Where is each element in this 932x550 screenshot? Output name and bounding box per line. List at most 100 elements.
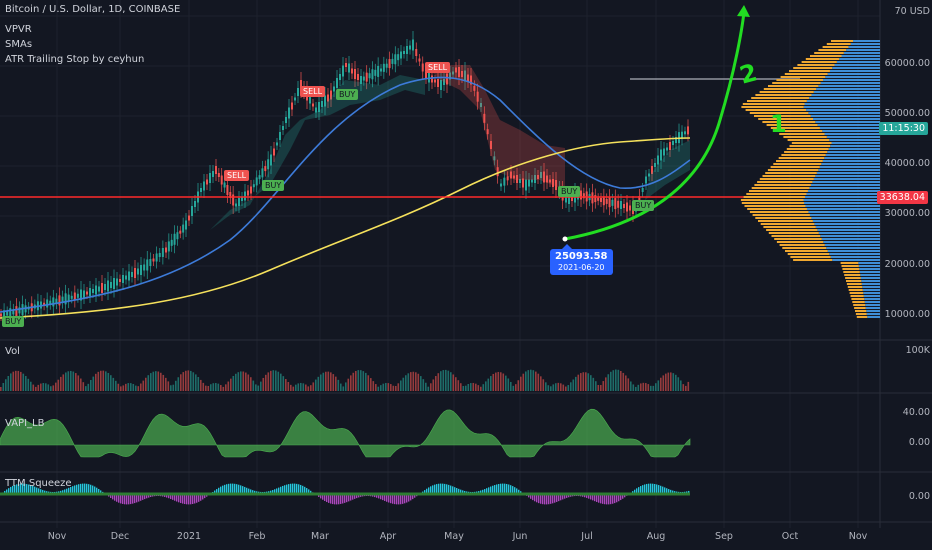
volume-bar (640, 383, 642, 391)
ttm-bar (90, 484, 92, 494)
ttm-bar (546, 494, 548, 505)
ttm-bar (92, 485, 94, 494)
volume-bar (182, 372, 185, 391)
ttm-bar (492, 485, 494, 494)
volume-bar (155, 371, 157, 391)
vpvr-bar (784, 151, 828, 153)
indicator-atr[interactable]: ATR Trailing Stop by ceyhun (5, 54, 145, 65)
candle-body (440, 80, 442, 90)
candle-body (182, 224, 185, 233)
candle-body (368, 73, 371, 79)
candle-body (503, 177, 506, 186)
candle-body (61, 296, 64, 303)
volume-bar (490, 376, 492, 391)
volume-bar (42, 383, 45, 391)
vpvr-bar (828, 148, 880, 150)
ttm-bar (28, 484, 30, 494)
ttm-bar (10, 486, 12, 494)
ttm-bar (430, 486, 432, 494)
candle-body (580, 190, 582, 200)
vpvr-bar (854, 307, 866, 309)
ttm-pane-title[interactable]: TTM Squeeze (5, 478, 72, 489)
vol-pane-title[interactable]: Vol (5, 346, 20, 357)
candle-body (342, 65, 344, 77)
candle-body (672, 141, 674, 145)
candle-body (380, 68, 382, 72)
symbol-title[interactable]: Bitcoin / U.S. Dollar, 1D, COINBASE (5, 4, 181, 15)
volume-bar (5, 379, 7, 391)
volume-bar (55, 382, 57, 391)
ttm-bar (548, 494, 550, 505)
candle-body (543, 171, 545, 183)
ttm-bar (292, 483, 294, 494)
ttm-bar (624, 494, 626, 498)
vpvr-bar (818, 49, 847, 51)
volume-bar (672, 373, 675, 391)
candle-body (250, 186, 252, 194)
volume-bar (430, 383, 432, 391)
vpvr-bar (758, 220, 813, 222)
indicator-vpvr[interactable]: VPVR (5, 24, 32, 35)
candle-body (46, 299, 49, 308)
candle-body (666, 147, 668, 151)
ttm-bar (584, 494, 586, 498)
vpvr-bar (810, 115, 880, 117)
ttm-bar (550, 494, 552, 504)
vpvr-bar (813, 118, 880, 120)
volume-bar (20, 371, 22, 391)
ttm-bar (60, 490, 62, 494)
candle-body (418, 58, 421, 62)
volume-bar (140, 383, 142, 391)
candle-body (15, 306, 18, 317)
candle-body (264, 166, 267, 172)
candle-body (486, 129, 489, 135)
volume-bar (590, 375, 592, 391)
ttm-bar (22, 483, 24, 494)
candle-body (173, 233, 176, 245)
ttm-bar (480, 490, 482, 494)
candle-body (125, 275, 127, 280)
candle-body (651, 166, 653, 174)
ttm-bar (232, 483, 234, 494)
volume-bar (615, 369, 617, 391)
buy-signal: BUY (2, 316, 25, 327)
candle-body (128, 271, 130, 281)
vpvr-bar (820, 235, 880, 237)
volume-bar (415, 372, 417, 391)
candle-body (608, 197, 611, 208)
indicator-smas[interactable]: SMAs (5, 39, 33, 50)
candle-body (185, 220, 187, 230)
ttm-bar (486, 488, 488, 494)
time-label: Apr (379, 531, 397, 542)
volume-bar (357, 370, 360, 391)
candle-body (176, 232, 179, 240)
candle-body (591, 192, 594, 204)
volume-bar (287, 381, 290, 391)
ttm-bar (534, 494, 536, 502)
candle-body (611, 199, 614, 206)
time-label: Nov (47, 531, 67, 542)
volume-bar (627, 378, 630, 391)
vpvr-bar (842, 268, 860, 270)
volume-bar (587, 373, 590, 391)
ttm-bar (64, 489, 66, 494)
volume-bar (87, 383, 90, 391)
candle-body (131, 272, 133, 277)
candle-body (267, 159, 270, 170)
ttm-bar (608, 494, 610, 505)
candle-body (0, 313, 2, 317)
vpvr-bar (768, 85, 819, 87)
price-callout[interactable]: 25093.58 2021-06-20 (550, 244, 613, 275)
ttm-bar (306, 488, 308, 494)
ttm-bar (280, 486, 282, 494)
volume-bar (52, 385, 55, 391)
sell-signal: SELL (224, 170, 250, 181)
candle-body (565, 197, 567, 203)
ttm-bar (110, 494, 112, 499)
candle-body (312, 103, 314, 107)
ttm-bar (94, 486, 96, 494)
vpvr-bar (749, 112, 809, 114)
vapi-pane-title[interactable]: VAPI_LB (5, 418, 45, 429)
ttm-bar (620, 494, 622, 501)
